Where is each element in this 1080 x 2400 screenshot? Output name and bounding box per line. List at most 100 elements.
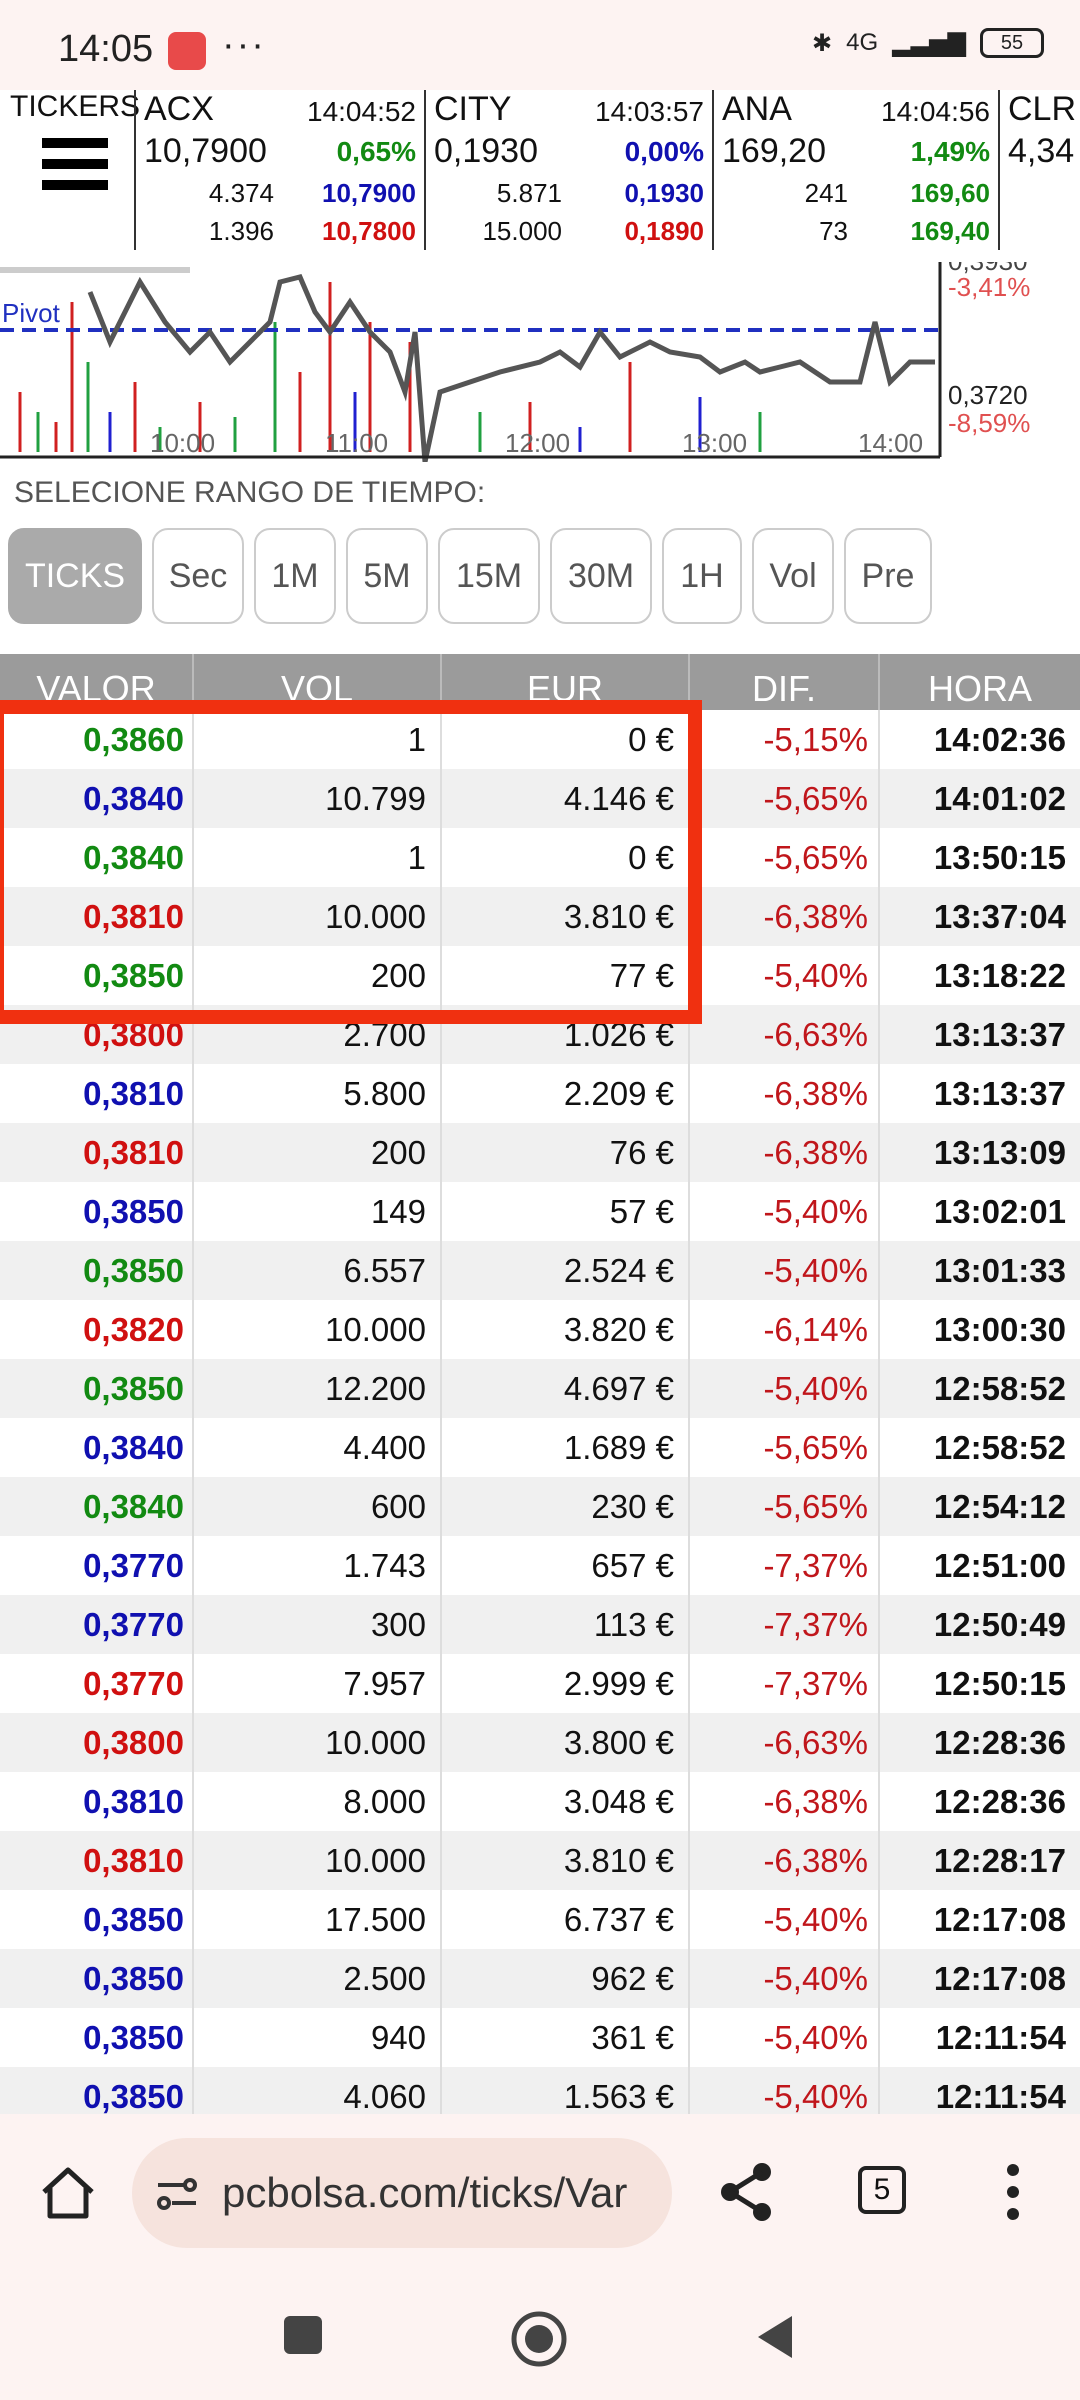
col-hora[interactable]: HORA <box>927 668 1032 709</box>
table-row[interactable]: 0,3850 149 57 € -5,40% 13:02:01 <box>0 1182 1080 1241</box>
ticker-ask-volume: 15.000 <box>482 216 562 246</box>
table-row[interactable]: 0,3850 17.500 6.737 € -5,40% 12:17:08 <box>0 1890 1080 1949</box>
tabs-count-button[interactable]: 5 <box>858 2166 906 2214</box>
table-row[interactable]: 0,3810 8.000 3.048 € -6,38% 12:28:36 <box>0 1772 1080 1831</box>
cell-valor: 0,3850 <box>0 946 194 1005</box>
table-row[interactable]: 0,3850 2.500 962 € -5,40% 12:17:08 <box>0 1949 1080 2008</box>
cell-hora: 12:17:08 <box>933 1900 1066 1938</box>
col-vol[interactable]: VOL <box>194 654 442 710</box>
ticker-change: 0,65% <box>336 136 416 167</box>
table-row[interactable]: 0,3810 10.000 3.810 € -6,38% 13:37:04 <box>0 887 1080 946</box>
cell-eur: 361 € <box>442 2008 690 2067</box>
table-row[interactable]: 0,3840 600 230 € -5,65% 12:54:12 <box>0 1477 1080 1536</box>
cell-hora: 13:13:37 <box>933 1015 1066 1053</box>
cell-dif: -5,65% <box>690 1418 880 1477</box>
cell-valor: 0,3800 <box>0 1713 194 1772</box>
cell-dif: -5,40% <box>690 1359 880 1418</box>
share-icon[interactable] <box>716 2160 776 2224</box>
cell-eur: 962 € <box>442 1949 690 2008</box>
table-row[interactable]: 0,3850 12.200 4.697 € -5,40% 12:58:52 <box>0 1359 1080 1418</box>
range-vol-button[interactable]: Vol <box>752 528 834 624</box>
table-row[interactable]: 0,3800 10.000 3.800 € -6,63% 12:28:36 <box>0 1713 1080 1772</box>
url-text: pcbolsa.com/ticks/Var <box>222 2169 628 2216</box>
ticker-acx[interactable]: ACX 14:04:52 10,7900 0,65% 4.374 10,7900… <box>134 90 424 250</box>
table-row[interactable]: 0,3770 1.743 657 € -7,37% 12:51:00 <box>0 1536 1080 1595</box>
cell-dif: -5,65% <box>690 769 880 828</box>
cell-dif: -5,65% <box>690 828 880 887</box>
ticker-price: 0,1930 <box>434 132 538 170</box>
ticker-change: 0,00% <box>624 136 704 167</box>
col-valor[interactable]: VALOR <box>0 654 194 710</box>
signal-icon: ▂▃▅▇ <box>892 29 966 57</box>
intraday-chart[interactable]: Pivot 10:00 11:00 12:00 13:00 14:00 0,39… <box>0 262 1080 462</box>
bluetooth-icon: ✱ <box>812 29 833 57</box>
cell-valor: 0,3770 <box>0 1654 194 1713</box>
cell-vol: 2.700 <box>194 1005 442 1064</box>
range-sec-button[interactable]: Sec <box>152 528 244 624</box>
cell-dif: -5,40% <box>690 1182 880 1241</box>
range-15m-button[interactable]: 15M <box>438 528 540 624</box>
cell-dif: -6,38% <box>690 1123 880 1182</box>
cell-valor: 0,3840 <box>0 828 194 887</box>
cell-vol: 10.799 <box>194 769 442 828</box>
ticker-bar: TICKERS ACX 14:04:52 10,7900 0,65% 4.374… <box>0 90 1080 264</box>
range-1m-button[interactable]: 1M <box>254 528 336 624</box>
cell-dif: -6,38% <box>690 1064 880 1123</box>
cell-vol: 149 <box>194 1182 442 1241</box>
table-row[interactable]: 0,3850 200 77 € -5,40% 13:18:22 <box>0 946 1080 1005</box>
cell-dif: -6,14% <box>690 1300 880 1359</box>
col-dif[interactable]: DIF. <box>690 654 880 710</box>
cell-vol: 6.557 <box>194 1241 442 1300</box>
cell-vol: 1 <box>194 828 442 887</box>
table-row[interactable]: 0,3840 4.400 1.689 € -5,65% 12:58:52 <box>0 1418 1080 1477</box>
range-pre-button[interactable]: Pre <box>844 528 932 624</box>
status-time: 14:05 <box>58 28 154 70</box>
cell-hora: 13:13:09 <box>933 1133 1066 1171</box>
table-row[interactable]: 0,3810 5.800 2.209 € -6,38% 13:13:37 <box>0 1064 1080 1123</box>
cell-hora: 13:00:30 <box>933 1310 1066 1348</box>
cell-eur: 77 € <box>442 946 690 1005</box>
cell-valor: 0,3810 <box>0 1772 194 1831</box>
back-icon[interactable] <box>752 2312 796 2362</box>
home-icon[interactable] <box>38 2164 98 2222</box>
col-eur[interactable]: EUR <box>442 654 690 710</box>
cell-dif: -6,38% <box>690 1831 880 1890</box>
home-nav-icon[interactable] <box>510 2310 568 2368</box>
table-row[interactable]: 0,3820 10.000 3.820 € -6,14% 13:00:30 <box>0 1300 1080 1359</box>
cell-eur: 57 € <box>442 1182 690 1241</box>
ticker-ana[interactable]: ANA 14:04:56 169,20 1,49% 241 169,60 73 … <box>712 90 998 250</box>
table-row[interactable]: 0,3810 10.000 3.810 € -6,38% 12:28:17 <box>0 1831 1080 1890</box>
table-row[interactable]: 0,3850 6.557 2.524 € -5,40% 13:01:33 <box>0 1241 1080 1300</box>
cell-vol: 12.200 <box>194 1359 442 1418</box>
shopping-app-icon <box>168 32 206 70</box>
range-30m-button[interactable]: 30M <box>550 528 652 624</box>
more-menu-icon[interactable] <box>998 2160 1028 2224</box>
table-row[interactable]: 0,3840 1 0 € -5,65% 13:50:15 <box>0 828 1080 887</box>
table-header: VALOR VOL EUR DIF. HORA <box>0 654 1080 710</box>
more-notifications-icon: ··· <box>222 24 266 66</box>
menu-icon[interactable] <box>42 138 108 198</box>
cell-dif: -5,40% <box>690 946 880 1005</box>
range-5m-button[interactable]: 5M <box>346 528 428 624</box>
cell-valor: 0,3840 <box>0 1477 194 1536</box>
ticker-clr[interactable]: CLR 4,34 <box>998 90 1080 250</box>
url-bar[interactable]: pcbolsa.com/ticks/Var <box>132 2138 672 2248</box>
cell-hora: 13:13:37 <box>933 1074 1066 1112</box>
network-type: 4G <box>846 29 879 56</box>
site-settings-icon[interactable] <box>154 2176 200 2212</box>
table-row[interactable]: 0,3840 10.799 4.146 € -5,65% 14:01:02 <box>0 769 1080 828</box>
table-row[interactable]: 0,3810 200 76 € -6,38% 13:13:09 <box>0 1123 1080 1182</box>
table-row[interactable]: 0,3850 940 361 € -5,40% 12:11:54 <box>0 2008 1080 2067</box>
recents-icon[interactable] <box>284 2316 322 2354</box>
table-row[interactable]: 0,3770 7.957 2.999 € -7,37% 12:50:15 <box>0 1654 1080 1713</box>
range-ticks-button[interactable]: TICKS <box>8 528 142 624</box>
table-row[interactable]: 0,3770 300 113 € -7,37% 12:50:49 <box>0 1595 1080 1654</box>
range-1h-button[interactable]: 1H <box>662 528 742 624</box>
ticker-bid-volume: 5.871 <box>496 178 562 208</box>
table-row[interactable]: 0,3800 2.700 1.026 € -6,63% 13:13:37 <box>0 1005 1080 1064</box>
cell-vol: 300 <box>194 1595 442 1654</box>
cell-dif: -7,37% <box>690 1595 880 1654</box>
ticker-city[interactable]: CITY 14:03:57 0,1930 0,00% 5.871 0,1930 … <box>424 90 712 250</box>
table-row[interactable]: 0,3860 1 0 € -5,15% 14:02:36 <box>0 710 1080 769</box>
ticker-ask-volume: 73 <box>819 216 848 246</box>
